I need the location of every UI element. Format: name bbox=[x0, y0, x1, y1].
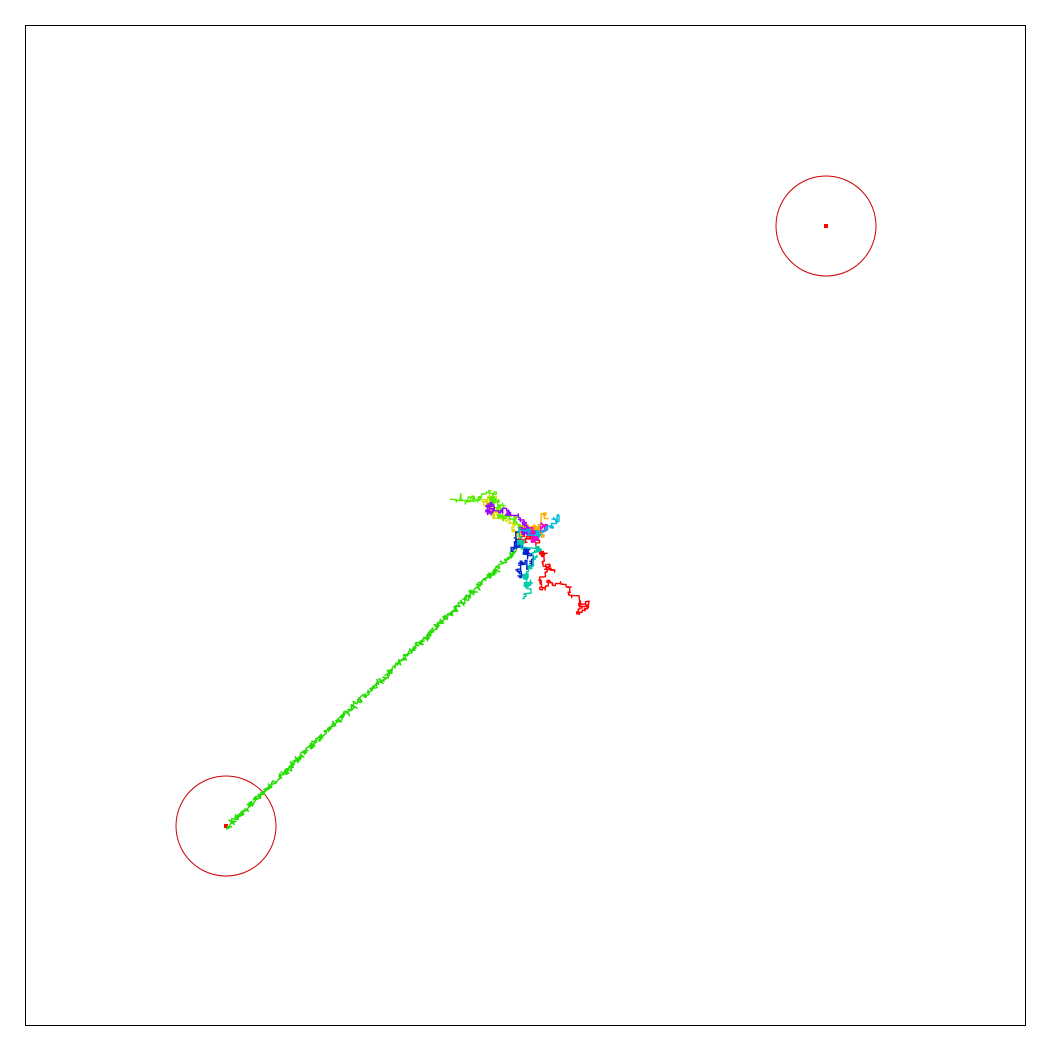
walk-purple bbox=[485, 501, 530, 536]
target-top-right bbox=[775, 175, 877, 277]
walk-green-long bbox=[226, 529, 522, 830]
walk-red bbox=[518, 528, 591, 615]
walk-blue bbox=[510, 529, 535, 579]
random-walk-paths bbox=[226, 489, 591, 830]
target-center bbox=[824, 224, 828, 228]
walk-magenta bbox=[518, 522, 549, 543]
target-center bbox=[224, 824, 228, 828]
target-ring bbox=[175, 775, 277, 877]
walk-teal bbox=[517, 527, 543, 600]
walk-cyan bbox=[518, 514, 560, 539]
target-ring bbox=[775, 175, 877, 277]
target-bottom-left bbox=[175, 775, 277, 877]
diagram-frame bbox=[25, 25, 1026, 1026]
